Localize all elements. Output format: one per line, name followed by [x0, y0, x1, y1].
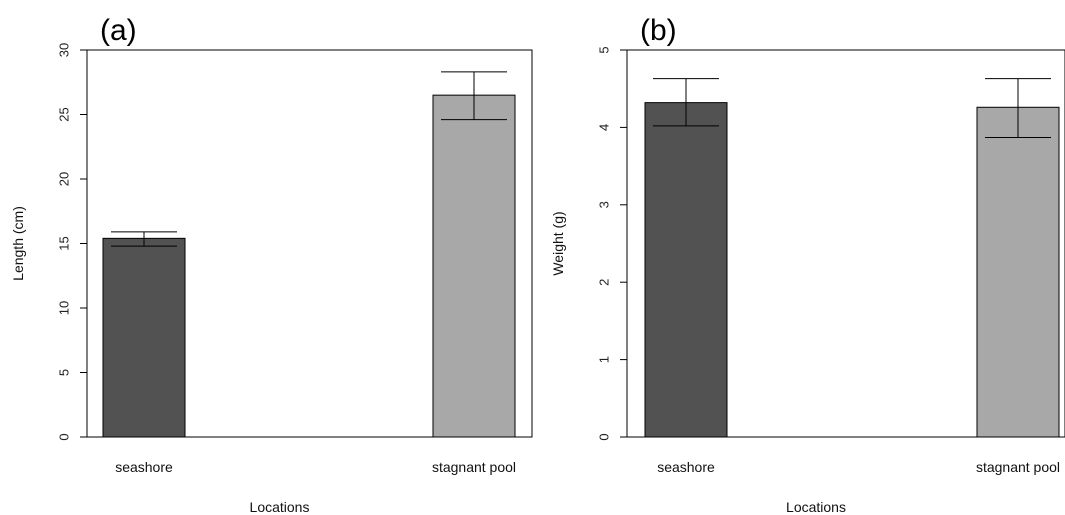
plot-frame — [626, 49, 1065, 438]
chart-panel-b: (b) 0 1 2 3 4 5 Weight (g) seashore stagnant pool… — [540, 0, 1065, 515]
y-tick-label: 20 — [56, 172, 71, 186]
length-chart: (a) 0 5 10 15 20 25 30 Length (cm) seashore stagna… — [10, 14, 533, 515]
x-axis-title: Locations — [786, 499, 846, 515]
bar-stagnant-pool — [432, 94, 516, 438]
x-axis-title: Locations — [250, 499, 310, 515]
panel-label: (b) — [640, 14, 677, 47]
y-tick-label: 5 — [596, 46, 611, 53]
y-tick-label: 30 — [56, 43, 71, 57]
y-tick-label: 10 — [56, 301, 71, 315]
y-axis-title: Weight (g) — [550, 211, 566, 275]
chart-panel-a: (a) 0 5 10 15 20 25 30 Length (cm) seashore stagna… — [10, 14, 533, 515]
y-tick-label: 15 — [56, 236, 71, 250]
x-category-label: stagnant pool — [976, 459, 1060, 475]
y-axis-title: Length (cm) — [10, 206, 26, 281]
y-tick-label: 5 — [56, 369, 71, 376]
panel-label: (a) — [100, 14, 137, 47]
y-tick-label: 4 — [596, 124, 611, 131]
x-category-label: stagnant pool — [432, 459, 516, 475]
x-category-label: seashore — [657, 459, 715, 475]
y-tick-label: 3 — [596, 201, 611, 208]
y-tick-label: 0 — [596, 433, 611, 440]
y-tick-label: 0 — [56, 433, 71, 440]
weight-chart: (b) 0 1 2 3 4 5 Weight (g) seashore stagnant pool… — [550, 14, 1065, 515]
bar-stagnant-pool — [976, 106, 1060, 438]
bar-seashore — [644, 102, 728, 438]
bar-seashore — [102, 237, 186, 438]
y-tick-label: 2 — [596, 279, 611, 286]
y-tick-label: 1 — [596, 356, 611, 363]
x-category-label: seashore — [115, 459, 173, 475]
y-tick-label: 25 — [56, 107, 71, 121]
